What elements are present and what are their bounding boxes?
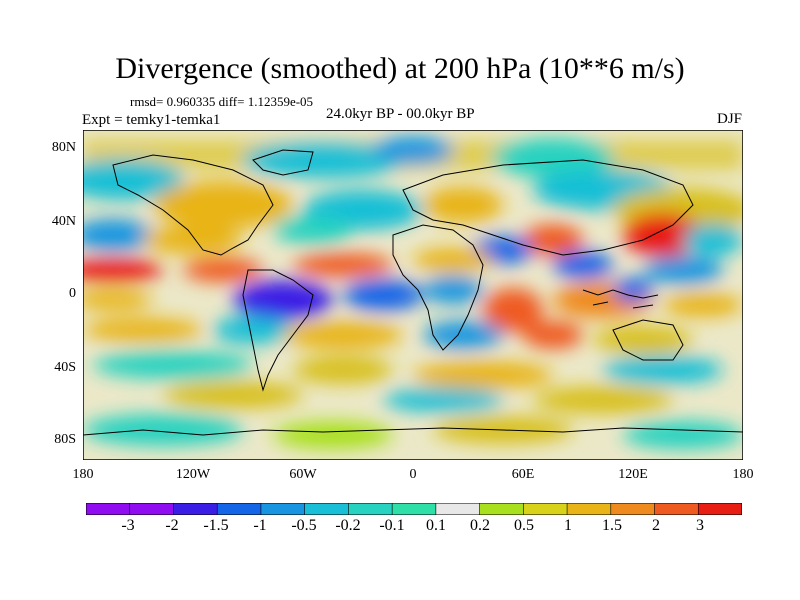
season-label: DJF bbox=[716, 111, 742, 127]
africa-outline bbox=[392, 224, 484, 351]
lat-label-40s: 40S bbox=[54, 360, 76, 375]
antarctica-outline bbox=[83, 427, 743, 436]
lon-label-120w: 120W bbox=[175, 467, 211, 482]
colorbar-label: 2 bbox=[652, 517, 660, 534]
colorbar-swatch bbox=[523, 503, 568, 515]
lat-label-80n: 80N bbox=[51, 140, 76, 155]
colorbar-label: 1.5 bbox=[602, 517, 622, 534]
lat-label-0: 0 bbox=[69, 286, 76, 301]
period-label: 24.0kyr BP - 00.0kyr BP bbox=[326, 106, 475, 122]
colorbar-swatch bbox=[566, 503, 612, 515]
colorbar-label: 1 bbox=[564, 517, 572, 534]
colorbar-swatch bbox=[654, 503, 700, 515]
colorbar-swatch bbox=[697, 503, 742, 515]
colorbar-swatch bbox=[173, 503, 219, 515]
divergence-map bbox=[83, 130, 743, 460]
experiment-label: Expt = temky1-temka1 bbox=[82, 112, 221, 128]
colorbar-label: 0.1 bbox=[426, 517, 446, 534]
plot-title: Divergence (smoothed) at 200 hPa (10**6 … bbox=[115, 52, 685, 85]
north-america-outline bbox=[112, 154, 274, 256]
south-america-outline bbox=[242, 269, 314, 392]
colorbar-label: -1.5 bbox=[203, 517, 229, 534]
lon-label-0: 0 bbox=[409, 467, 417, 482]
greenland-outline bbox=[252, 149, 314, 176]
colorbar-swatch bbox=[435, 503, 481, 515]
colorbar-label: 3 bbox=[696, 517, 704, 534]
colorbar-label: 0.5 bbox=[514, 517, 534, 534]
lat-label-80s: 80S bbox=[54, 432, 76, 447]
eurasia-outline bbox=[402, 159, 694, 256]
colorbar-label: -1 bbox=[253, 517, 267, 534]
colorbar-swatch bbox=[304, 503, 350, 515]
colorbar-swatch bbox=[479, 503, 525, 515]
lon-label-180e: 180 bbox=[732, 467, 754, 482]
colorbar-swatch bbox=[391, 503, 437, 515]
colorbar-label: -0.2 bbox=[335, 517, 361, 534]
colorbar-swatch bbox=[348, 503, 393, 515]
maritime-continent-outline bbox=[582, 289, 659, 309]
colorbar bbox=[86, 503, 742, 515]
colorbar-swatch bbox=[129, 503, 175, 515]
lon-label-60w: 60W bbox=[289, 467, 317, 482]
lat-label-40n: 40N bbox=[51, 214, 76, 229]
field-blobs bbox=[83, 136, 743, 449]
colorbar-label: -3 bbox=[121, 517, 135, 534]
colorbar-swatch bbox=[610, 503, 656, 515]
colorbar-label: -0.1 bbox=[379, 517, 405, 534]
colorbar-swatch bbox=[216, 503, 262, 515]
lon-label-180w: 180 bbox=[72, 467, 94, 482]
lon-label-60e: 60E bbox=[511, 467, 535, 482]
contour-field bbox=[83, 130, 743, 460]
rmsd-stats-label: rmsd= 0.960335 diff= 1.12359e-05 bbox=[130, 94, 314, 109]
lon-label-120e: 120E bbox=[618, 467, 648, 482]
colorbar-label: 0.2 bbox=[470, 517, 490, 534]
colorbar-label: -2 bbox=[165, 517, 179, 534]
colorbar-swatch bbox=[260, 503, 306, 515]
australia-outline bbox=[612, 319, 684, 361]
colorbar-label: -0.5 bbox=[291, 517, 317, 534]
continent-outlines bbox=[83, 149, 743, 436]
colorbar-swatch bbox=[86, 503, 131, 515]
